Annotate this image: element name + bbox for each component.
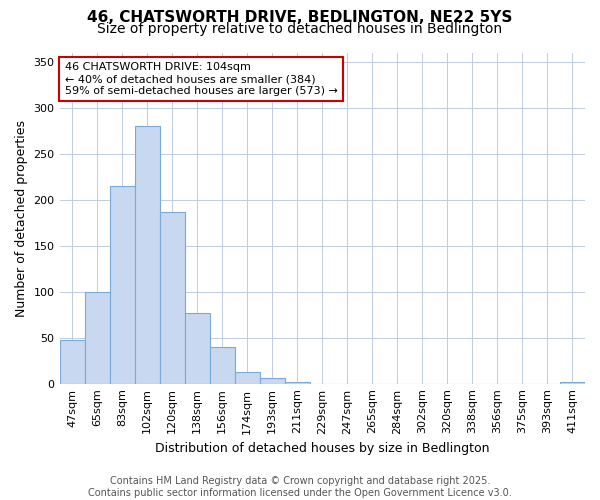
Bar: [285, 382, 310, 384]
Bar: [260, 378, 285, 384]
Bar: [209, 347, 235, 384]
Bar: [185, 313, 209, 384]
Bar: [560, 382, 585, 384]
Bar: [134, 126, 160, 384]
Bar: [85, 292, 110, 384]
Bar: [160, 212, 185, 384]
Y-axis label: Number of detached properties: Number of detached properties: [15, 120, 28, 316]
Text: Contains HM Land Registry data © Crown copyright and database right 2025.
Contai: Contains HM Land Registry data © Crown c…: [88, 476, 512, 498]
Bar: [235, 372, 260, 384]
X-axis label: Distribution of detached houses by size in Bedlington: Distribution of detached houses by size …: [155, 442, 490, 455]
Bar: [110, 186, 134, 384]
Text: 46 CHATSWORTH DRIVE: 104sqm
← 40% of detached houses are smaller (384)
59% of se: 46 CHATSWORTH DRIVE: 104sqm ← 40% of det…: [65, 62, 338, 96]
Text: 46, CHATSWORTH DRIVE, BEDLINGTON, NE22 5YS: 46, CHATSWORTH DRIVE, BEDLINGTON, NE22 5…: [88, 10, 512, 25]
Bar: [59, 340, 85, 384]
Text: Size of property relative to detached houses in Bedlington: Size of property relative to detached ho…: [97, 22, 503, 36]
